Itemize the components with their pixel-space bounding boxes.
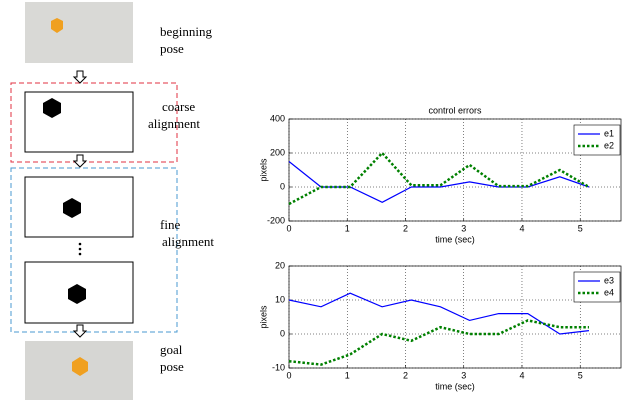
x-tick-label: 3 xyxy=(461,223,466,233)
x-tick-label: 3 xyxy=(461,370,466,380)
y-tick-label: -200 xyxy=(267,215,285,225)
plot-area xyxy=(289,119,621,221)
arrows xyxy=(72,70,88,338)
plot-frame xyxy=(288,265,622,369)
y-tick-label: 20 xyxy=(275,260,285,270)
photo-begin xyxy=(25,2,133,63)
legend-label: e2 xyxy=(604,140,614,150)
x-tick-label: 4 xyxy=(519,223,524,233)
x-tick-label: 2 xyxy=(403,370,408,380)
x-tick-label: 4 xyxy=(519,370,524,380)
dot xyxy=(78,252,82,256)
label-line: alignment xyxy=(148,116,200,131)
plot-frame xyxy=(288,118,622,222)
series-line xyxy=(288,292,590,335)
x-axis-label: time (sec) xyxy=(435,234,475,244)
x-tick-label: 5 xyxy=(578,223,583,233)
object xyxy=(51,18,63,33)
label-line: fine xyxy=(160,217,180,232)
label-line: alignment xyxy=(162,234,214,249)
y-axis-label: pixels xyxy=(258,158,268,182)
legend xyxy=(573,124,621,156)
y-axis-label: pixels xyxy=(258,305,268,329)
y-tick-label: 400 xyxy=(270,113,285,123)
chart-title: control errors xyxy=(428,105,482,115)
label-line: beginning xyxy=(160,24,212,39)
hexagon xyxy=(68,284,86,304)
dot xyxy=(78,242,82,246)
y-tick-label: 200 xyxy=(270,147,285,157)
label: coarse alignment xyxy=(148,99,200,131)
x-tick-label: 2 xyxy=(403,223,408,233)
dot xyxy=(78,247,82,251)
y-tick-label: 0 xyxy=(280,328,285,338)
x-tick-label: 1 xyxy=(345,223,350,233)
object xyxy=(72,357,88,376)
x-tick-label: 0 xyxy=(286,223,291,233)
label: goal pose xyxy=(160,342,184,374)
label-line: coarse xyxy=(162,99,195,114)
y-tick-label: 0 xyxy=(280,181,285,191)
legend xyxy=(573,271,621,303)
hexagon xyxy=(43,98,61,118)
x-tick-label: 5 xyxy=(578,370,583,380)
x-tick-label: 1 xyxy=(345,370,350,380)
series-line xyxy=(288,319,589,366)
frame xyxy=(24,91,134,153)
fine-box xyxy=(10,167,178,333)
legend-label: e1 xyxy=(604,128,614,138)
series-line xyxy=(288,151,590,206)
label-line: goal xyxy=(160,342,183,357)
label: beginning pose xyxy=(160,24,212,56)
y-tick-label: 10 xyxy=(275,294,285,304)
x-axis-label: time (sec) xyxy=(435,381,475,391)
coarse-box xyxy=(10,82,178,163)
x-tick-label: 0 xyxy=(286,370,291,380)
legend-label: e3 xyxy=(604,275,614,285)
hexagon xyxy=(63,198,81,218)
label: fine alignment xyxy=(160,217,214,249)
y-tick-label: -10 xyxy=(272,362,285,372)
legend-label: e4 xyxy=(604,287,614,297)
label-line: pose xyxy=(160,359,184,374)
label-line: pose xyxy=(160,41,184,56)
plot-area xyxy=(289,266,621,368)
